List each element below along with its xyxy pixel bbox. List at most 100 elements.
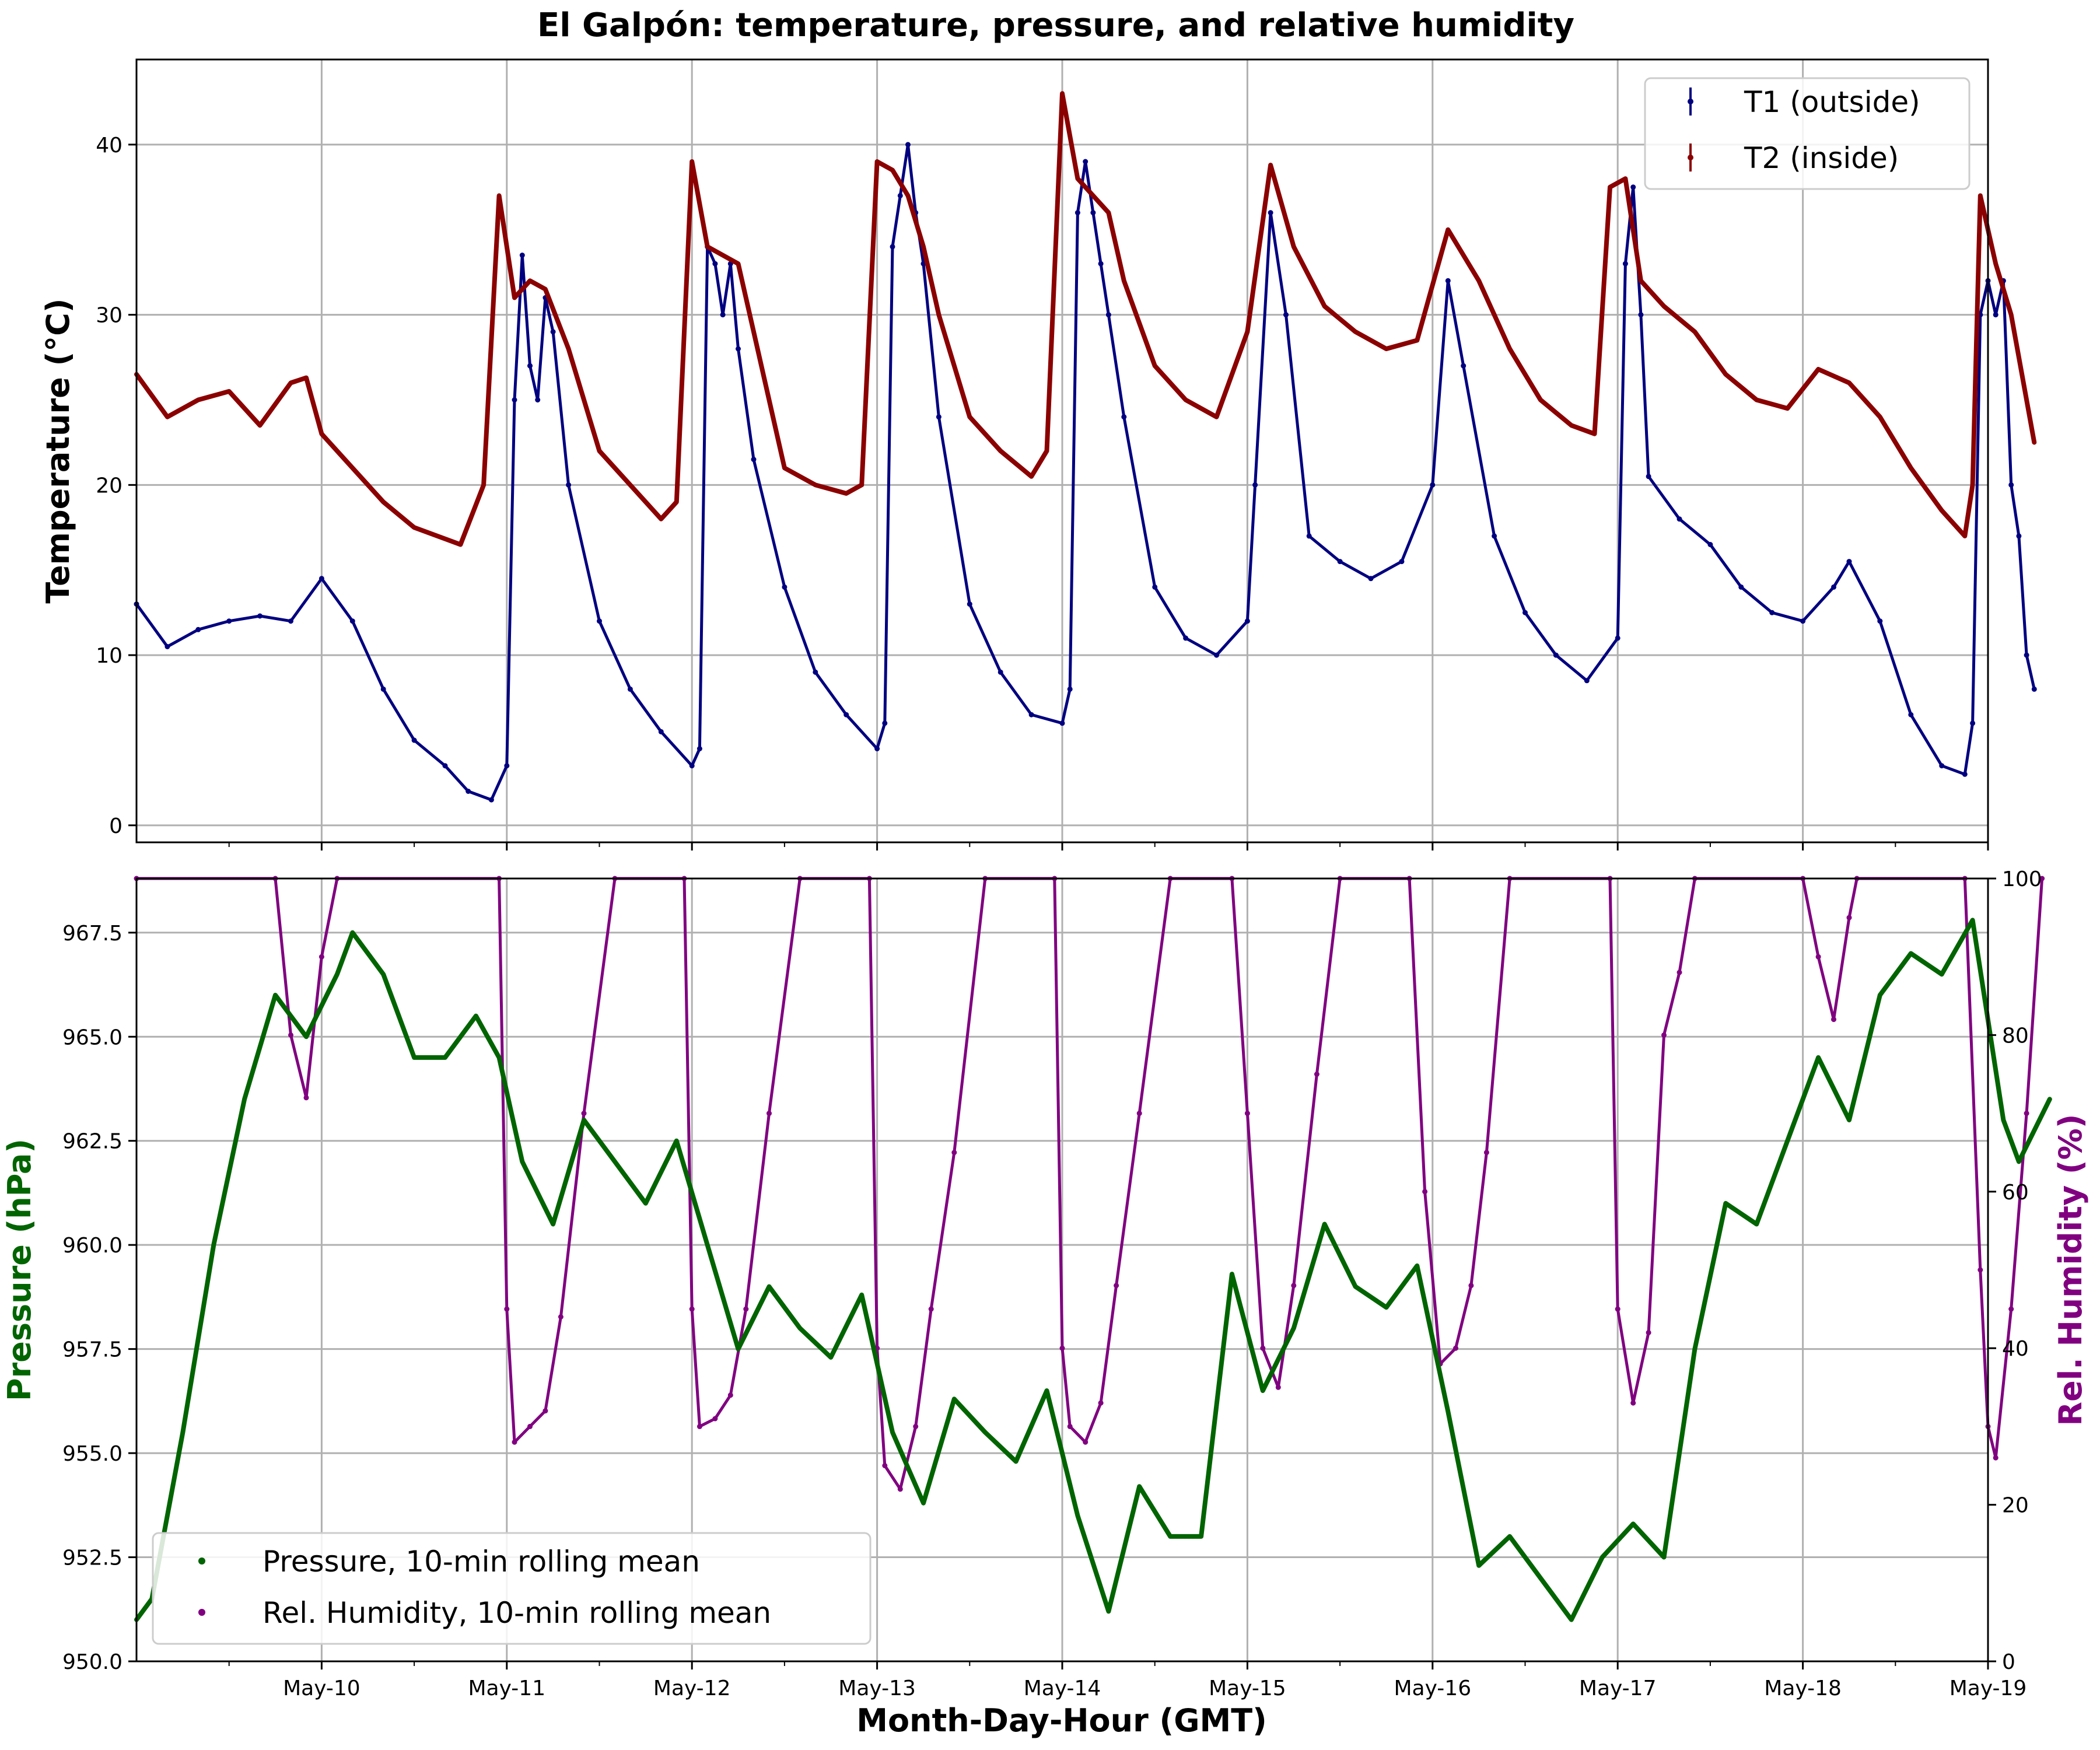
y-right-tick-label: 40 [2002, 1337, 2029, 1361]
bottom-legend-box [152, 1532, 872, 1645]
data-point [897, 1486, 903, 1492]
data-point [1962, 771, 1968, 777]
bottom-legend: Pressure, 10-min rolling mean Rel. Humid… [152, 1532, 872, 1645]
data-point [2031, 686, 2037, 692]
series-line [134, 918, 2052, 1622]
series-line [135, 877, 2044, 1491]
y-right-tick-label: 0 [2002, 1650, 2015, 1674]
y-right-tick-label: 80 [2002, 1024, 2029, 1048]
data-point [712, 261, 718, 267]
top-series-layer [134, 91, 2037, 803]
x-tick-label: May-19 [1950, 1676, 2027, 1700]
data-point [581, 1111, 587, 1116]
data-point [1800, 618, 1806, 624]
x-tick-label: May-18 [1764, 1676, 1842, 1700]
legend-humidity-marker [198, 1609, 205, 1616]
data-point [1738, 584, 1744, 590]
data-point [2008, 1306, 2014, 1312]
data-point [1399, 559, 1405, 565]
data-point [164, 644, 170, 649]
data-point [1136, 1111, 1142, 1116]
top-legend-box [1644, 77, 1971, 190]
y-right-tick-label: 20 [2002, 1494, 2029, 1518]
legend-t2-label: T2 (inside) [1744, 141, 1899, 175]
y-tick-label: 957.5 [62, 1338, 123, 1362]
data-point [1615, 1306, 1620, 1312]
legend-t1-label: T1 (outside) [1744, 85, 1920, 119]
x-tick-label: May-16 [1394, 1676, 1472, 1700]
data-point [897, 192, 903, 198]
data-point [1846, 915, 1852, 921]
data-point [1090, 210, 1096, 216]
data-point [813, 669, 818, 675]
data-point [1422, 1189, 1428, 1195]
data-point [535, 397, 541, 402]
series-t1-outside [134, 142, 2037, 803]
bottom-axis-ticks: May-10 May-11 May-12 May-13 May-14 May-15 May-… [62, 867, 2042, 1700]
data-point [1098, 261, 1104, 267]
data-point [1815, 954, 1821, 960]
data-point [1252, 482, 1258, 488]
data-point [1306, 533, 1312, 539]
data-point [1453, 1345, 1458, 1351]
data-point [1831, 1017, 1836, 1023]
data-point [1283, 312, 1289, 318]
y-tick-label: 950.0 [62, 1650, 123, 1674]
data-point [488, 797, 494, 803]
data-point [2024, 652, 2029, 658]
data-point [1105, 312, 1111, 318]
legend-t2-marker [1688, 155, 1693, 160]
y-tick-label: 40 [96, 134, 123, 158]
data-point [597, 618, 602, 624]
data-point [1067, 686, 1073, 692]
data-point [1553, 652, 1559, 658]
data-point [743, 1306, 749, 1312]
data-point [1707, 542, 1713, 547]
y-tick-label: 0 [109, 814, 123, 838]
data-point [1483, 1150, 1489, 1156]
data-point [2039, 876, 2045, 881]
data-point [1445, 278, 1451, 284]
data-point [1337, 559, 1343, 565]
data-point [967, 601, 972, 607]
data-point [1083, 159, 1088, 164]
data-point [1939, 763, 1945, 769]
data-point [1831, 584, 1836, 590]
legend-humidity-label: Rel. Humidity, 10-min rolling mean [262, 1596, 771, 1630]
data-point [2008, 482, 2014, 488]
data-point [1183, 635, 1189, 641]
data-point [913, 1423, 919, 1429]
data-point [1630, 184, 1636, 190]
legend-t1-marker [1688, 99, 1693, 104]
x-tick-label: May-13 [838, 1676, 916, 1700]
x-tick-label: May-15 [1209, 1676, 1286, 1700]
data-point [882, 1463, 888, 1468]
data-point [1584, 678, 1590, 684]
data-point [1314, 1072, 1320, 1077]
data-point [519, 253, 525, 258]
data-point [303, 1095, 309, 1101]
data-point [1152, 584, 1158, 590]
data-point [696, 1423, 702, 1429]
data-point [1268, 210, 1273, 216]
data-point [689, 1306, 695, 1312]
data-point [1908, 712, 1914, 718]
data-point [1067, 1423, 1073, 1429]
data-point [2024, 1111, 2029, 1116]
data-point [1646, 1329, 1651, 1335]
data-point [1260, 1345, 1266, 1351]
data-point [998, 669, 1003, 675]
data-point [882, 720, 888, 726]
data-point [1676, 516, 1682, 522]
y-tick-label: 955.0 [62, 1442, 123, 1466]
data-point [1114, 1283, 1119, 1289]
y-tick-label: 962.5 [62, 1130, 123, 1154]
data-point [844, 712, 849, 718]
data-point [1846, 559, 1852, 565]
data-point [542, 1408, 548, 1414]
data-point [1074, 210, 1080, 216]
data-point [1275, 1384, 1281, 1390]
data-point [257, 613, 263, 619]
y-tick-label: 965.0 [62, 1026, 123, 1049]
